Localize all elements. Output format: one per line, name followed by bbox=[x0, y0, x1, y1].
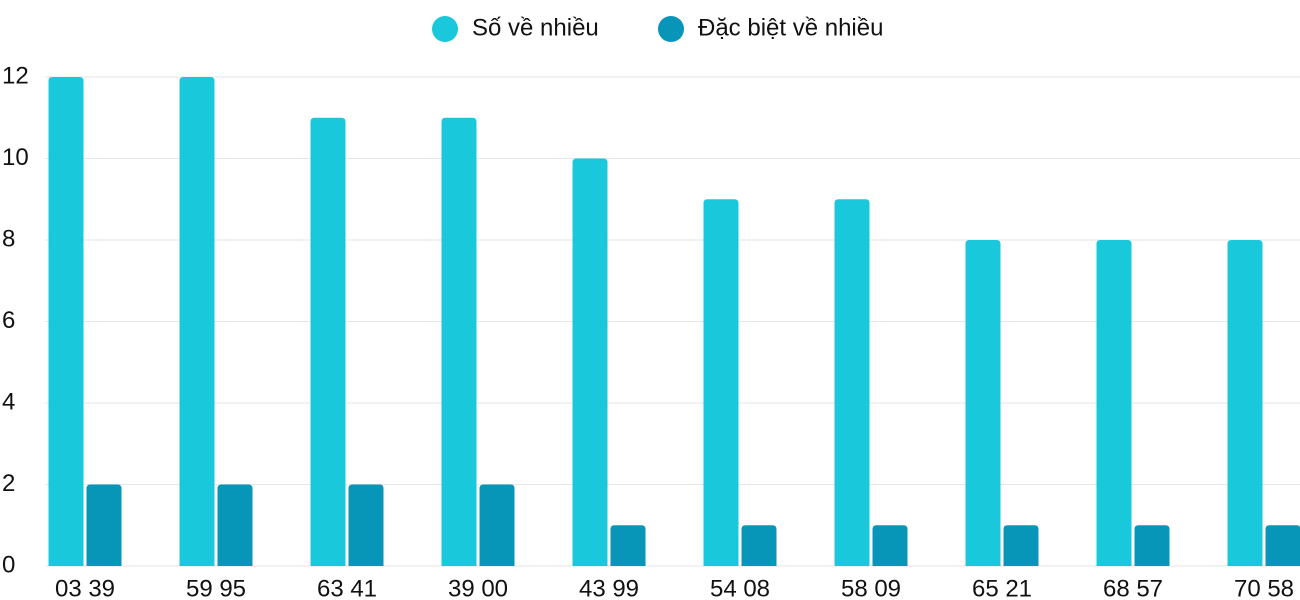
x-tick-label: 63 41 bbox=[317, 575, 377, 600]
legend-label: Đặc biệt về nhiều bbox=[698, 14, 883, 41]
y-tick-label: 4 bbox=[2, 388, 15, 415]
x-tick-label: 68 57 bbox=[1103, 575, 1163, 600]
bar bbox=[348, 484, 384, 566]
bar bbox=[1227, 240, 1263, 566]
legend-label: Số về nhiều bbox=[472, 14, 599, 41]
x-tick-label: 39 00 bbox=[448, 575, 508, 600]
bar bbox=[86, 484, 122, 566]
bar bbox=[610, 525, 646, 566]
legend-marker bbox=[658, 16, 684, 42]
bar bbox=[1265, 525, 1300, 566]
x-tick-label: 70 58 bbox=[1234, 575, 1294, 600]
y-tick-label: 8 bbox=[2, 225, 15, 252]
x-tick-label: 65 21 bbox=[972, 575, 1032, 600]
x-tick-label: 43 99 bbox=[579, 575, 639, 600]
x-tick-label: 03 39 bbox=[55, 575, 115, 600]
bar bbox=[179, 77, 215, 566]
bar bbox=[834, 199, 870, 566]
bar bbox=[48, 77, 84, 566]
y-tick-label: 12 bbox=[2, 62, 29, 89]
bar bbox=[1134, 525, 1170, 566]
legend-marker bbox=[432, 16, 458, 42]
bar bbox=[965, 240, 1001, 566]
bar bbox=[703, 199, 739, 566]
bar bbox=[741, 525, 777, 566]
bar bbox=[310, 117, 346, 566]
bar bbox=[217, 484, 253, 566]
bar bbox=[572, 158, 608, 566]
bar bbox=[1096, 240, 1132, 566]
x-tick-label: 59 95 bbox=[186, 575, 246, 600]
x-tick-label: 54 08 bbox=[710, 575, 770, 600]
y-tick-label: 2 bbox=[2, 470, 15, 497]
x-tick-label: 58 09 bbox=[841, 575, 901, 600]
bar bbox=[872, 525, 908, 566]
bar bbox=[1003, 525, 1039, 566]
y-tick-label: 0 bbox=[2, 551, 15, 578]
y-tick-label: 6 bbox=[2, 307, 15, 334]
bar bbox=[441, 117, 477, 566]
y-tick-label: 10 bbox=[2, 144, 29, 171]
bar bbox=[479, 484, 515, 566]
